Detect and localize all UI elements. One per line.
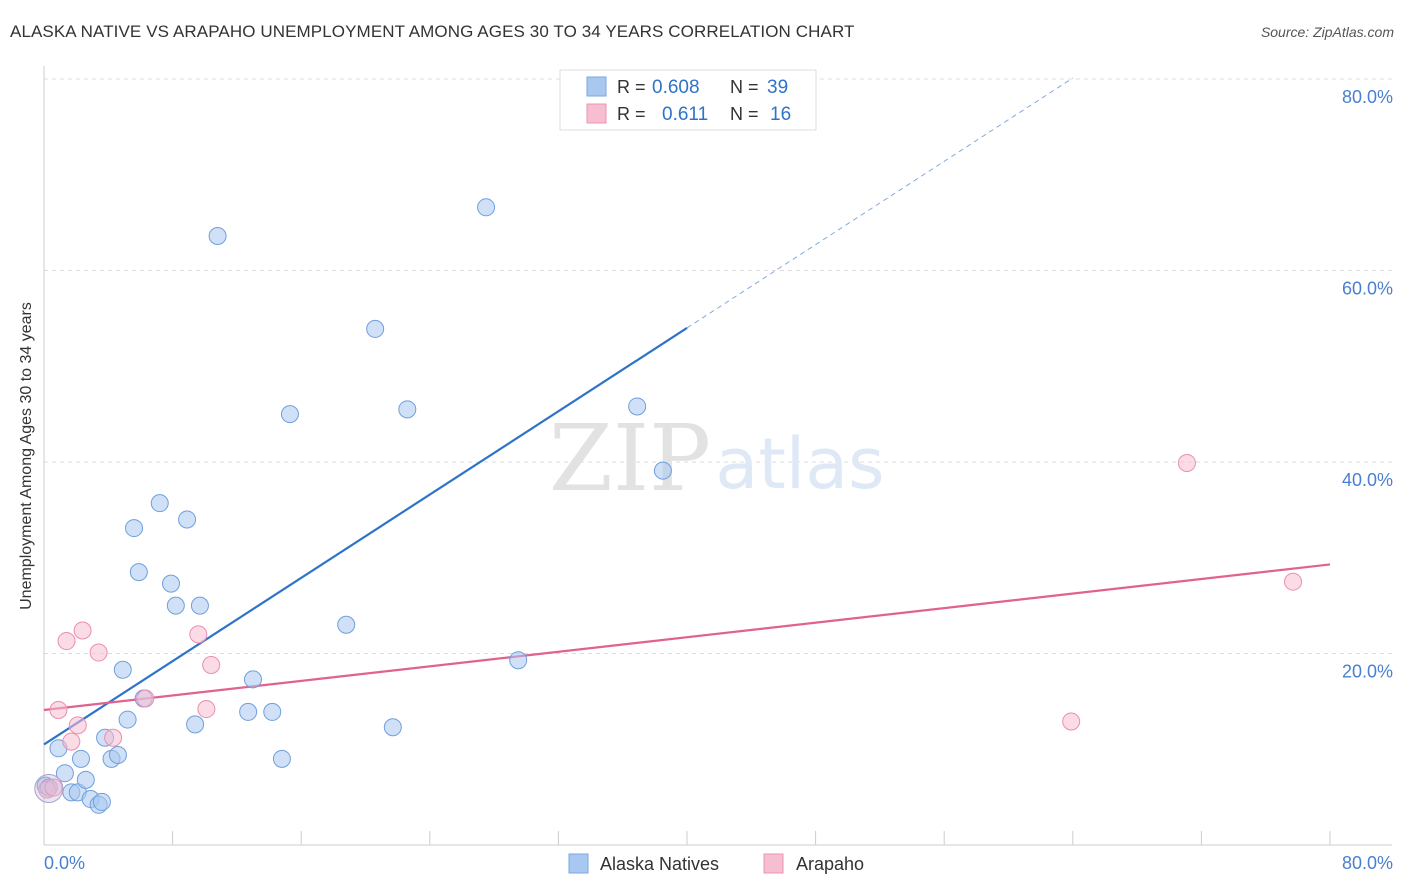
legend-swatch-arapaho — [586, 103, 607, 124]
arapaho-point — [57, 632, 76, 651]
alaska-native-point — [150, 494, 169, 513]
alaska-native-point — [71, 749, 90, 768]
series-legend: Alaska Natives Arapaho — [568, 853, 864, 874]
alaska-native-point — [178, 510, 197, 529]
alaska-native-point — [190, 596, 209, 615]
watermark-atlas: atlas — [715, 423, 884, 505]
watermark: ZIP atlas — [549, 405, 885, 512]
series-legend-swatch-alaska — [568, 853, 589, 874]
legend-n-label-alaska: N = — [730, 77, 759, 97]
alaska-native-point — [628, 397, 647, 416]
alaska-native-point — [186, 715, 205, 734]
alaska-native-point — [243, 670, 262, 689]
arapaho-point — [73, 621, 92, 640]
legend-n-value-alaska: 39 — [767, 77, 788, 98]
y-tick-label: 40.0% — [1342, 470, 1393, 490]
arapaho-point — [202, 655, 221, 674]
y-tick-label: 60.0% — [1342, 279, 1393, 299]
source-label: Source: ZipAtlas.com — [1260, 24, 1394, 40]
tick-labels: 20.0% 40.0% 60.0% 80.0% 0.0% 80.0% — [44, 87, 1393, 873]
alaska-native-point — [272, 749, 291, 768]
alaska-native-point — [239, 702, 258, 721]
x-tick-label: 0.0% — [44, 853, 85, 873]
grid-lines — [44, 78, 1392, 654]
alaska-native-point — [263, 702, 282, 721]
legend-r-label-arapaho: R = — [617, 104, 646, 124]
legend-n-value-arapaho: 16 — [770, 104, 791, 125]
series-legend-label-arapaho: Arapaho — [796, 854, 864, 874]
alaska-native-point — [92, 792, 111, 811]
axes — [43, 66, 1392, 846]
alaska-native-point — [366, 319, 385, 338]
trend-line-arapaho — [43, 563, 1331, 712]
alaska-native-point — [166, 596, 185, 615]
arapaho-point — [68, 716, 87, 735]
arapaho-point — [89, 643, 108, 662]
legend-swatch-alaska — [586, 76, 607, 97]
arapaho-point — [104, 728, 123, 747]
alaska-native-point — [125, 519, 144, 538]
alaska-native-point — [208, 227, 227, 246]
arapaho-point — [189, 625, 208, 644]
origin-cluster-point — [34, 774, 64, 804]
arapaho-point — [1062, 712, 1081, 731]
legend-r-value-alaska: 0.608 — [652, 77, 700, 98]
arapaho-point — [197, 700, 216, 719]
alaska-native-point — [161, 574, 180, 593]
data-points — [34, 198, 1303, 814]
legend-n-label-arapaho: N = — [730, 104, 759, 124]
alaska-native-point — [108, 745, 127, 764]
arapaho-point — [44, 778, 63, 797]
legend-r-label-alaska: R = — [617, 77, 646, 97]
arapaho-point — [1177, 453, 1196, 472]
series-legend-label-alaska: Alaska Natives — [600, 854, 719, 874]
alaska-native-point — [118, 710, 137, 729]
watermark-zip: ZIP — [549, 405, 711, 512]
alaska-native-point — [653, 461, 672, 480]
chart-title: ALASKA NATIVE VS ARAPAHO UNEMPLOYMENT AM… — [10, 22, 855, 41]
trend-line-alaska — [43, 327, 688, 746]
arapaho-point — [62, 732, 81, 751]
x-tick-label: 80.0% — [1342, 853, 1393, 873]
trend-line-extension — [686, 77, 1074, 329]
arapaho-point — [136, 689, 155, 708]
alaska-native-point — [280, 405, 299, 424]
alaska-native-point — [383, 718, 402, 737]
y-tick-label: 80.0% — [1342, 87, 1393, 107]
alaska-native-point — [113, 660, 132, 679]
correlation-legend: R = 0.608 N = 39 R = 0.611 N = 16 — [559, 69, 817, 131]
alaska-native-point — [509, 651, 528, 670]
alaska-native-point — [76, 770, 95, 789]
alaska-native-point — [398, 400, 417, 419]
arapaho-point — [1284, 572, 1303, 591]
alaska-native-point — [129, 563, 148, 582]
alaska-native-point — [55, 764, 74, 783]
legend-r-value-arapaho: 0.611 — [662, 104, 708, 125]
alaska-native-point — [477, 198, 496, 217]
alaska-native-point — [337, 615, 356, 634]
arapaho-point — [49, 700, 68, 719]
y-tick-label: 20.0% — [1342, 662, 1393, 682]
series-legend-swatch-arapaho — [763, 853, 784, 874]
